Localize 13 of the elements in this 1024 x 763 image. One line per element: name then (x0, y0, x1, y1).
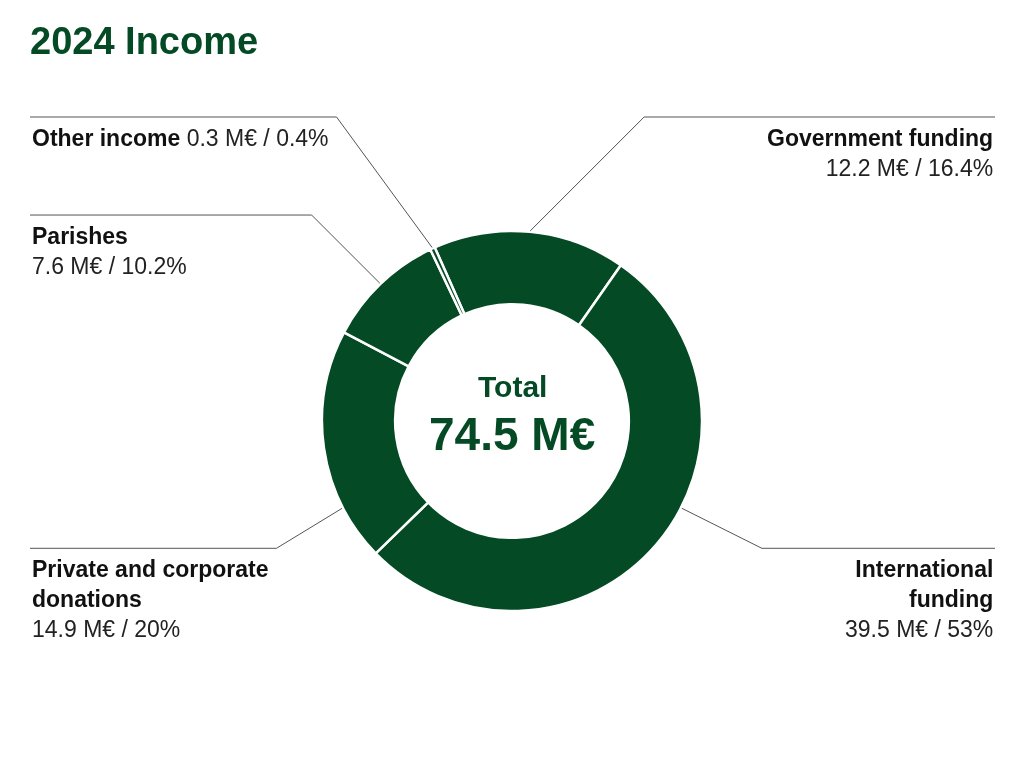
slice-label: Government funding (767, 125, 994, 151)
chart-title: 2024 Income (30, 20, 259, 63)
slice-label: Other income (32, 125, 181, 151)
text: Total (478, 370, 548, 403)
data-label: 0.3 M€ / 0.4% (186, 125, 329, 151)
text: 74.5 M€ (429, 408, 596, 460)
data-label: 7.6 M€ / 10.2% (32, 252, 187, 279)
data-label: 39.5 M€ / 53% (845, 615, 994, 642)
slice-label: Private and corporate donations (32, 556, 269, 612)
data-label: 12.2 M€ / 16.4% (825, 154, 994, 181)
slice-label: Parishes (32, 223, 128, 249)
slice-label: International funding (855, 556, 994, 612)
data-label: 14.9 M€ / 20% (32, 615, 181, 642)
